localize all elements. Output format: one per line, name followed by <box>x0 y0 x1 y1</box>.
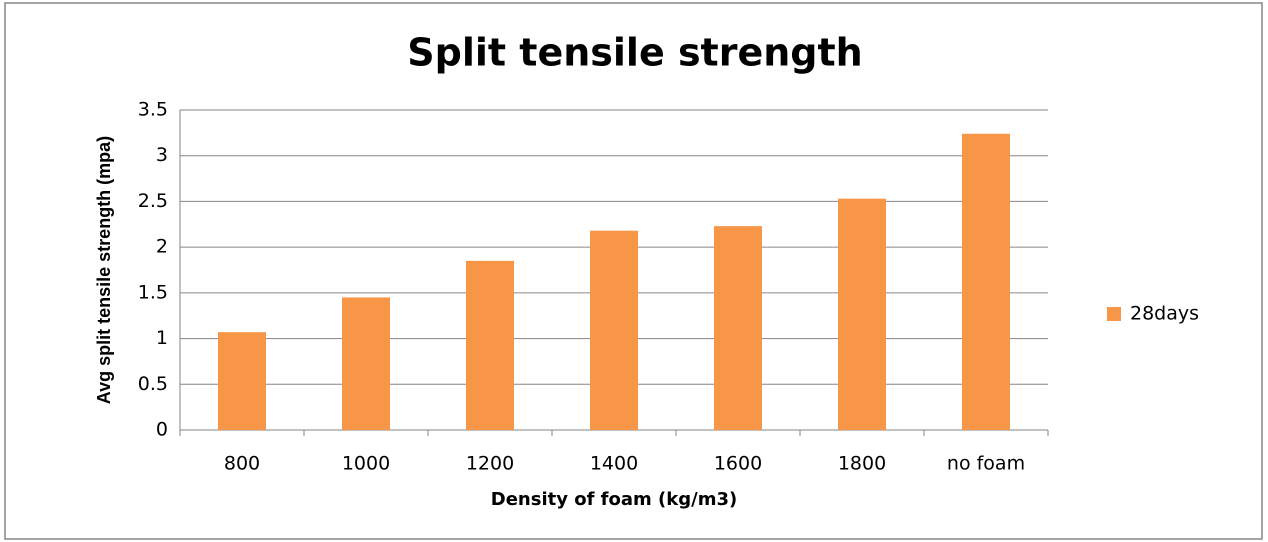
bar <box>342 297 390 430</box>
bar <box>466 260 514 430</box>
legend-label: 28days <box>1130 303 1199 325</box>
bar <box>838 198 886 430</box>
chart-title: Split tensile strength <box>407 31 862 75</box>
y-tick-label: 3 <box>156 144 168 166</box>
y-tick-label: 2 <box>156 236 168 258</box>
x-axis-label: Density of foam (kg/m3) <box>491 489 737 510</box>
y-tick-label: 0.5 <box>138 373 168 395</box>
bar <box>218 332 266 430</box>
bar <box>962 133 1010 430</box>
x-tick-label: 1200 <box>466 453 514 475</box>
bar <box>590 230 638 430</box>
y-tick-label: 1.5 <box>138 281 168 303</box>
bar <box>714 226 762 430</box>
x-tick-label: 1400 <box>590 453 638 475</box>
y-axis-label: Avg split tensile strength (mpa) <box>94 136 114 404</box>
y-tick-label: 1 <box>156 327 168 349</box>
x-tick-label: 800 <box>224 453 260 475</box>
x-tick-label: 1000 <box>342 453 390 475</box>
x-tick-label: 1800 <box>838 453 886 475</box>
y-tick-label: 2.5 <box>138 190 168 212</box>
legend-swatch <box>1107 307 1121 321</box>
y-tick-label: 0 <box>156 419 168 441</box>
x-tick-label: no foam <box>947 453 1025 475</box>
y-tick-label: 3.5 <box>138 99 168 121</box>
x-tick-label: 1600 <box>714 453 762 475</box>
